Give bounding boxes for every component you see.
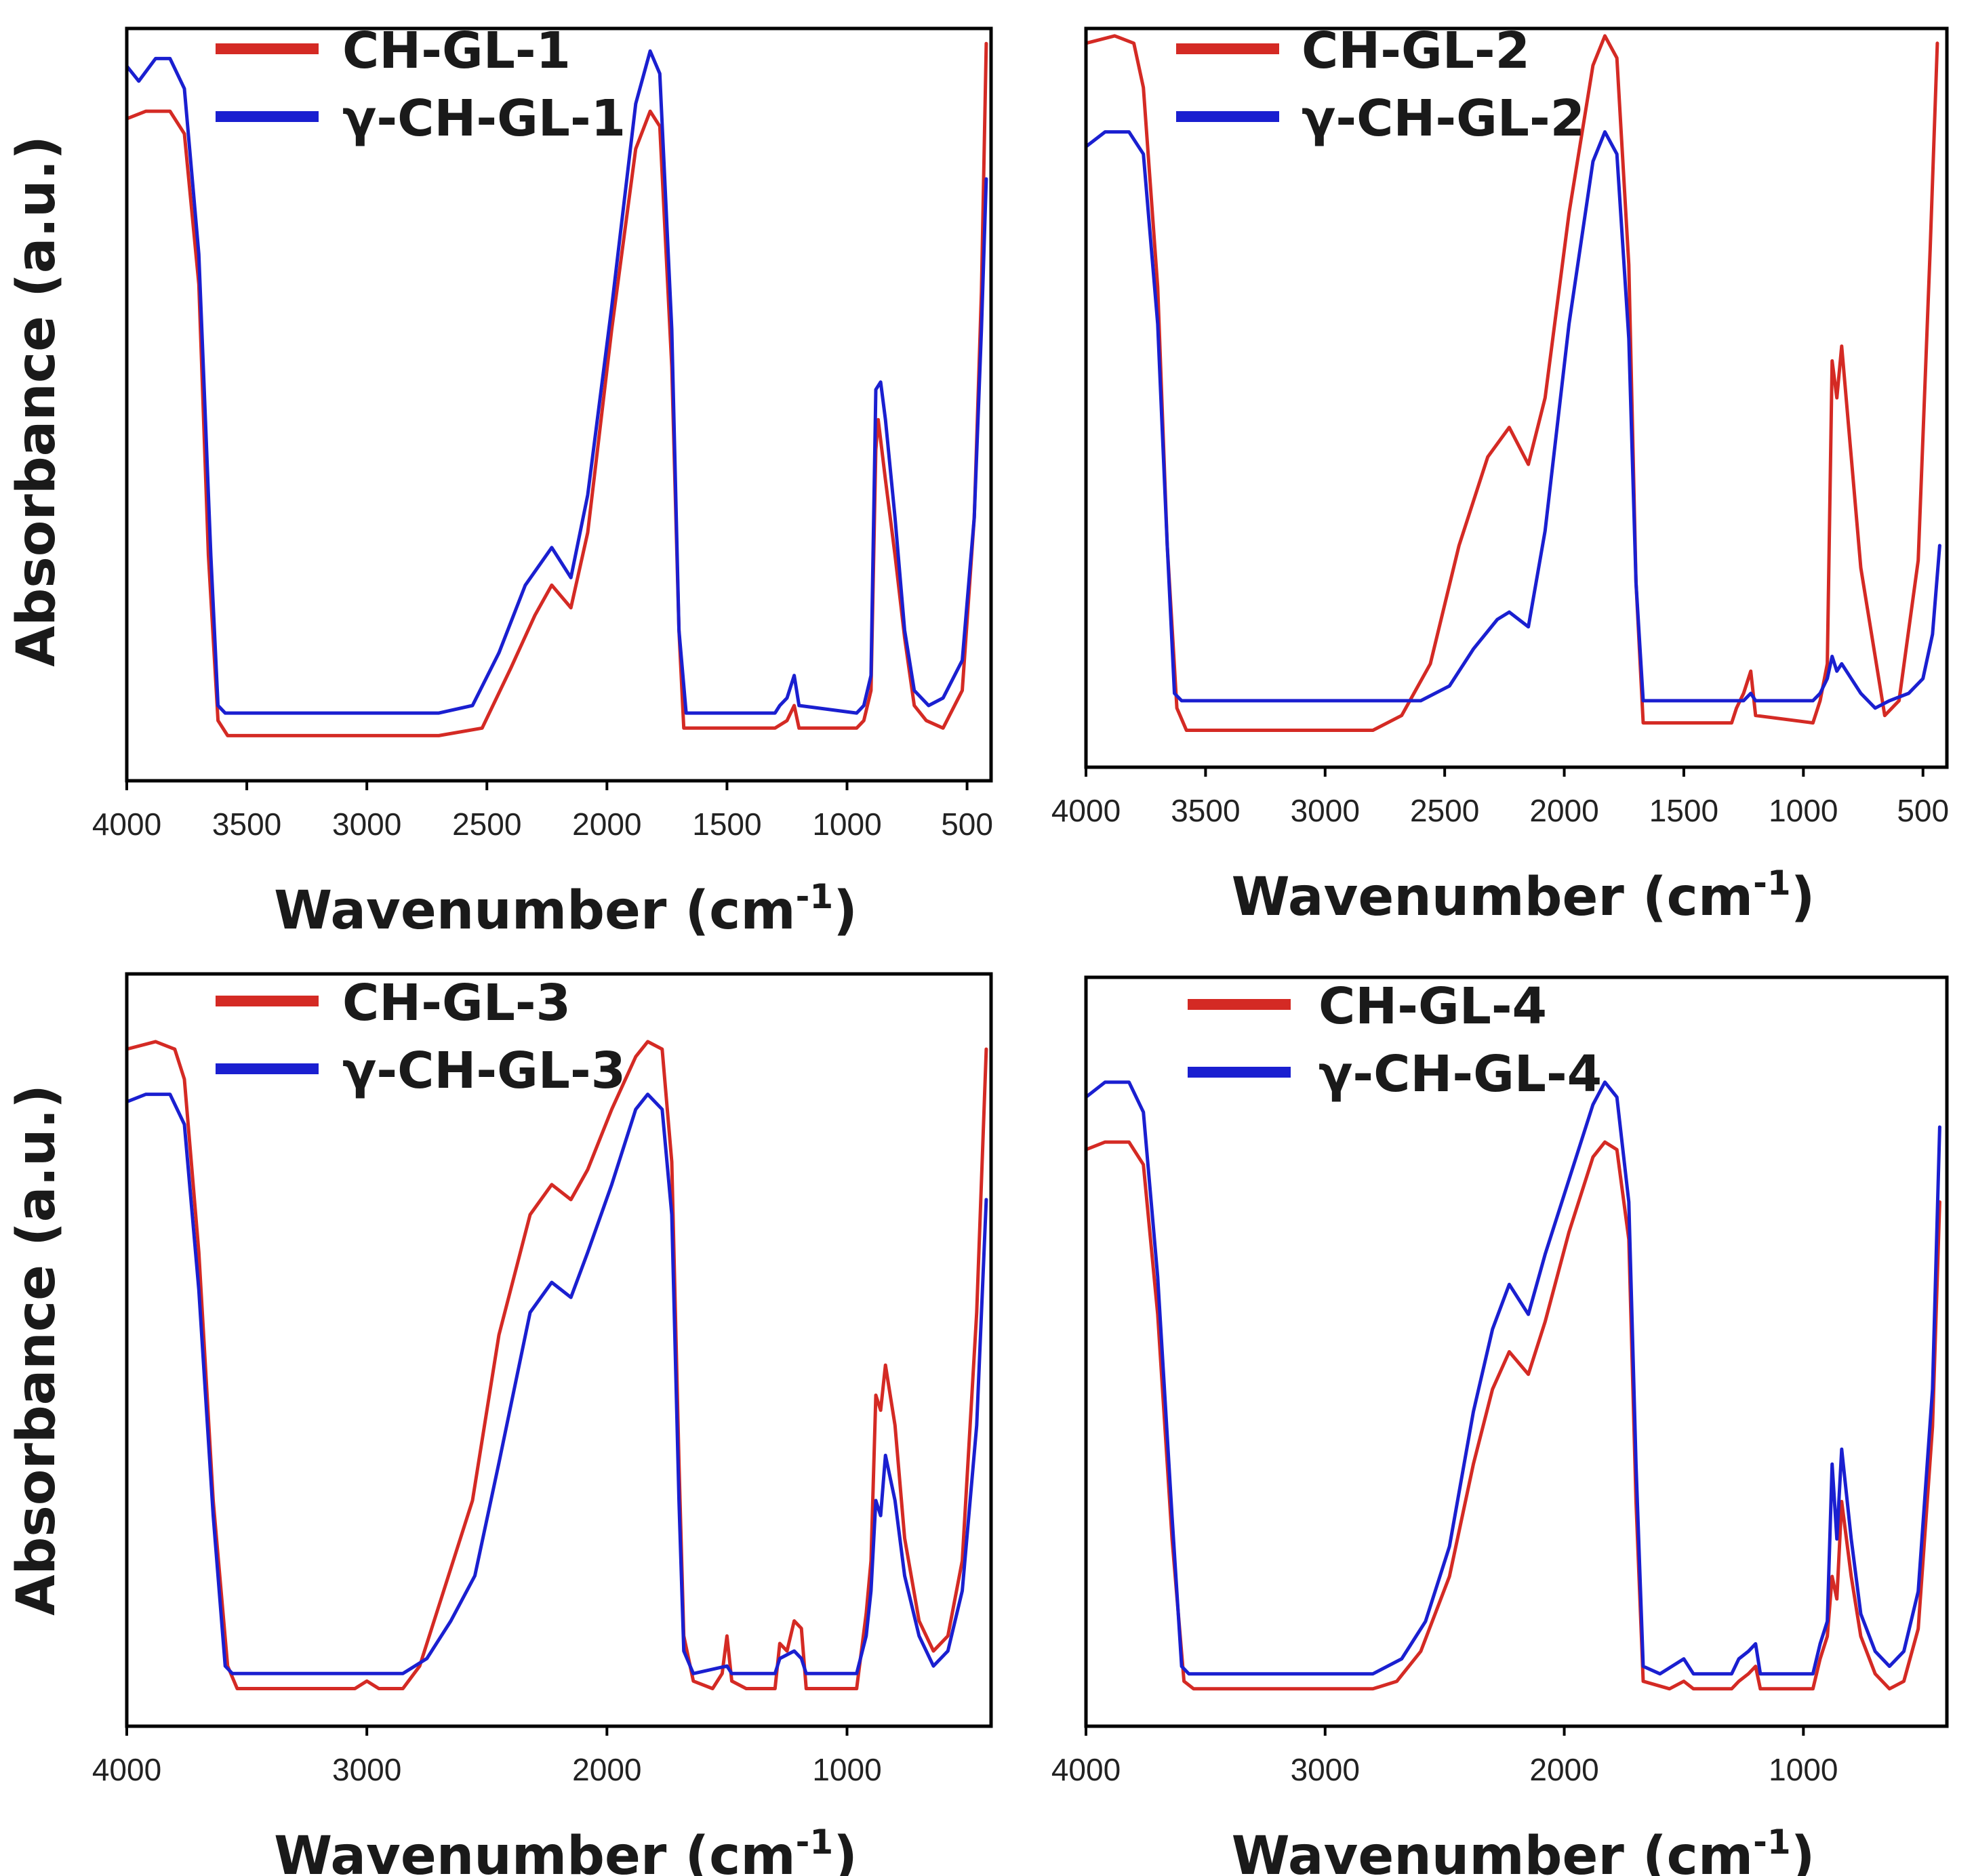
legend-label: γ-CH-GL-2: [1302, 89, 1585, 148]
spectrum-panel-ch-gl-3: 4000 3000 2000 1000 Wavenumber (cm-1) Absorba…: [6, 972, 993, 1876]
x-tick-label: 2000: [1529, 1752, 1598, 1787]
x-tick-label: 1000: [1769, 1752, 1838, 1787]
legend-label: CH-GL-2: [1302, 22, 1530, 80]
series-line-ch-gl-2: [1084, 34, 1939, 732]
x-axis-title: Wavenumber (cm-1): [274, 877, 858, 941]
x-tick-label: 4000: [92, 1752, 161, 1787]
x-tick-label: 1500: [1649, 793, 1718, 828]
x-tick-label: 3000: [1291, 1752, 1360, 1787]
legend-label: γ-CH-GL-1: [342, 89, 626, 148]
x-tick-label: 1500: [692, 807, 761, 842]
plot-frame: [125, 972, 993, 1728]
y-axis-title: Absorbance (a.u.): [6, 136, 67, 667]
x-axis-title: Wavenumber (cm-1): [1232, 863, 1815, 928]
legend-label: γ-CH-GL-3: [342, 1042, 626, 1100]
y-axis-title: Absorbance (a.u.): [6, 1084, 67, 1616]
series-line--ch-gl-1: [125, 49, 988, 715]
x-tick-label: 500: [1897, 793, 1949, 828]
x-tick-label: 1000: [812, 1752, 881, 1787]
series-line--ch-gl-4: [1084, 1080, 1941, 1676]
x-tick-label: 2000: [1529, 793, 1598, 828]
x-tick-label: 3500: [212, 807, 281, 842]
x-tick-label: 1000: [1769, 793, 1838, 828]
legend-label: CH-GL-3: [342, 974, 571, 1032]
x-tick-label: 3000: [332, 1752, 401, 1787]
x-tick-label: 4000: [1051, 1752, 1121, 1787]
legend-label: CH-GL-4: [1318, 977, 1547, 1036]
x-tick-label: 3000: [1291, 793, 1360, 828]
plot-frame: [125, 26, 993, 783]
x-axis-title: Wavenumber (cm-1): [1232, 1822, 1815, 1876]
x-tick-label: 2000: [572, 807, 641, 842]
series-line--ch-gl-2: [1084, 130, 1941, 710]
spectrum-panel-ch-gl-4: 4000 3000 2000 1000 Wavenumber (cm-1) CH-GL-4…: [1051, 975, 1949, 1876]
x-tick-label: 4000: [1051, 793, 1121, 828]
x-tick-label: 3500: [1171, 793, 1240, 828]
spectrum-panel-ch-gl-1: 4000 3500 3000 2500 2000 1500 1000 500 Wavenumbe…: [6, 22, 993, 941]
x-tick-label: 1000: [812, 807, 881, 842]
plot-frame: [1084, 975, 1949, 1728]
plot-frame: [1084, 26, 1949, 769]
series-line-ch-gl-4: [1084, 1140, 1941, 1691]
series-line--ch-gl-3: [125, 1093, 988, 1675]
x-axis-title: Wavenumber (cm-1): [274, 1822, 858, 1876]
legend-label: CH-GL-1: [342, 22, 571, 80]
x-tick-label: 2000: [572, 1752, 641, 1787]
x-tick-label: 500: [941, 807, 993, 842]
legend-label: γ-CH-GL-4: [1318, 1045, 1602, 1103]
x-tick-label: 4000: [92, 807, 161, 842]
x-tick-label: 2500: [452, 807, 521, 842]
x-tick-label: 3000: [332, 807, 401, 842]
spectrum-panel-ch-gl-2: 4000 3500 3000 2500 2000 1500 1000 500 Wavenumbe…: [1051, 22, 1949, 928]
x-tick-label: 2500: [1410, 793, 1479, 828]
series-line-ch-gl-3: [125, 1040, 988, 1690]
